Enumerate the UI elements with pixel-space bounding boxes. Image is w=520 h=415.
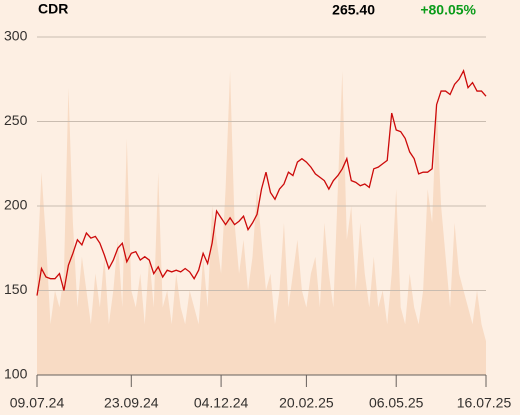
- x-tick-label: 04.12.24: [194, 395, 249, 411]
- x-tick-label: 23.09.24: [104, 395, 159, 411]
- price-line: [36, 69, 487, 296]
- y-tick-label: 300: [4, 28, 28, 44]
- x-tick-label: 16.07.25: [457, 395, 512, 411]
- x-tick-label: 06.05.25: [369, 395, 424, 411]
- last-price: 265.40: [332, 2, 375, 18]
- ticker: CDR: [38, 1, 68, 17]
- y-tick-label: 100: [4, 366, 28, 382]
- x-tick-label: 09.07.24: [10, 395, 65, 411]
- price-change: +80.05%: [420, 2, 476, 18]
- y-tick-label: 200: [4, 197, 28, 213]
- y-tick-label: 250: [4, 112, 28, 128]
- volume-area: [37, 70, 486, 376]
- x-tick-label: 20.02.25: [279, 395, 334, 411]
- y-tick-label: 150: [4, 281, 28, 297]
